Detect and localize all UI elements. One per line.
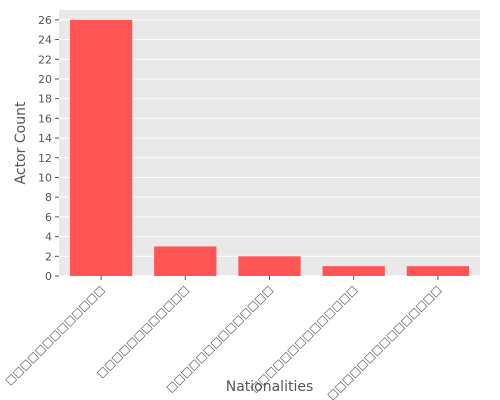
x-axis-ticks: □□□□□□□□□□□□□□□□□□□□□□□□□□□□□□□□□□□□□□□□… xyxy=(2,276,444,400)
y-tick-label: 26 xyxy=(38,14,52,27)
bars xyxy=(69,19,470,276)
y-tick-label: 2 xyxy=(45,250,52,263)
y-tick-label: 14 xyxy=(38,132,52,145)
bar xyxy=(238,256,301,276)
x-axis-title: Nationalities xyxy=(226,379,314,395)
bar xyxy=(154,246,217,276)
y-tick-label: 8 xyxy=(45,191,52,204)
bar xyxy=(69,19,133,276)
y-tick-label: 20 xyxy=(38,73,52,86)
y-tick-label: 16 xyxy=(38,112,52,125)
y-tick-label: 18 xyxy=(38,93,52,106)
x-tick-label: □□□□□□□□□□□□ xyxy=(94,283,191,380)
y-tick-label: 6 xyxy=(45,211,52,224)
y-axis-title: Actor Count xyxy=(13,101,29,184)
bar xyxy=(406,266,470,276)
y-tick-label: 0 xyxy=(45,270,52,283)
y-tick-label: 12 xyxy=(38,152,52,165)
bar xyxy=(322,266,385,276)
y-tick-label: 10 xyxy=(38,171,52,184)
y-tick-label: 4 xyxy=(45,231,52,244)
x-tick-label: □□□□□□□□□□□□□ xyxy=(2,283,107,388)
y-tick-label: 22 xyxy=(38,53,52,66)
y-tick-label: 24 xyxy=(38,34,52,47)
